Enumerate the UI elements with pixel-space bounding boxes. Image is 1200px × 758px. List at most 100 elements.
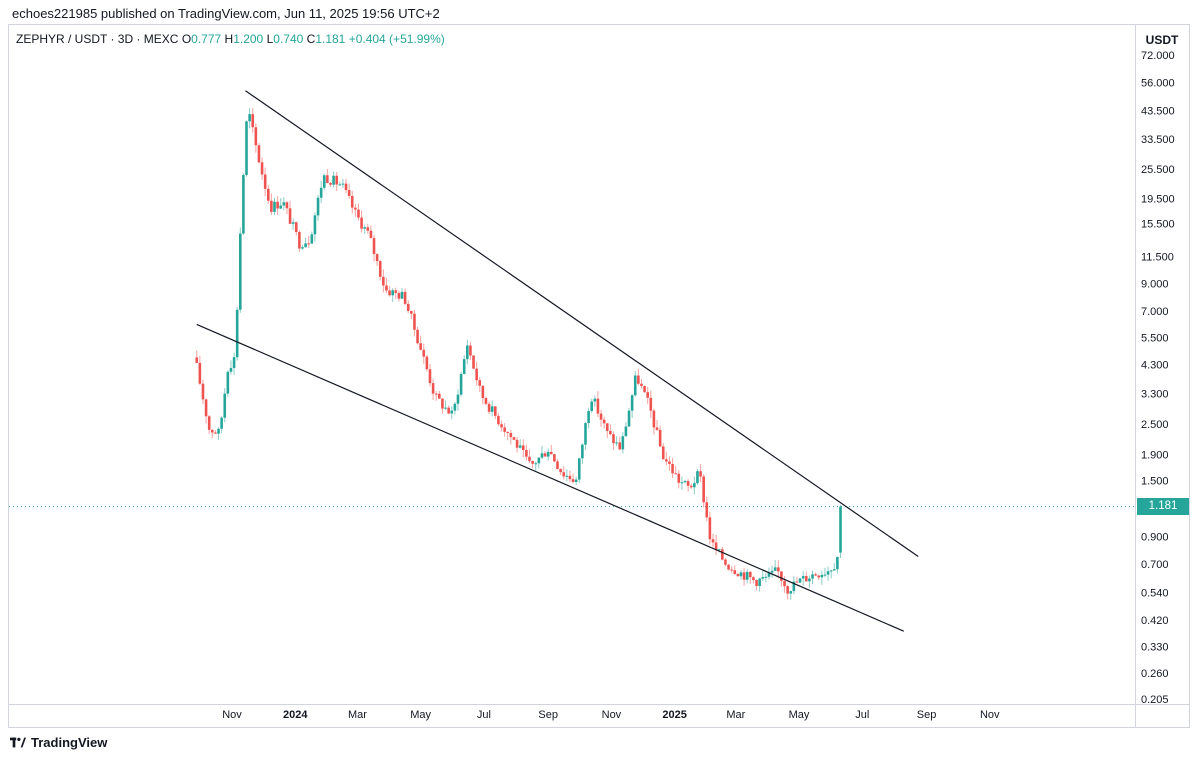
candle-body: [403, 291, 407, 304]
time-tick-label: 2025: [662, 709, 686, 721]
candle-body: [808, 578, 811, 582]
candle: [739, 570, 743, 580]
price-tick-label: 0.700: [1141, 559, 1169, 571]
candle-body: [257, 145, 261, 163]
candle: [724, 558, 727, 567]
candle-body: [758, 578, 761, 587]
candle: [780, 571, 783, 587]
candle-body: [494, 406, 497, 416]
candle-body: [577, 458, 581, 480]
candle-body: [671, 464, 674, 474]
candle: [708, 511, 712, 545]
candle: [693, 476, 696, 495]
currency-unit-button[interactable]: USDT: [1145, 33, 1179, 47]
candle-body: [360, 217, 363, 229]
candle: [801, 571, 805, 586]
candle: [680, 476, 684, 490]
candle-body: [745, 571, 749, 580]
candle-body: [363, 227, 366, 229]
price-tick-label: 11.500: [1141, 252, 1174, 264]
candle-body: [677, 473, 681, 483]
candle: [568, 470, 572, 483]
candle-body: [612, 434, 615, 444]
candle-body: [425, 356, 429, 370]
trendline-lower[interactable]: [196, 323, 904, 632]
candle: [792, 575, 796, 595]
candle-body: [248, 114, 251, 122]
candle-body: [730, 569, 733, 571]
candle: [198, 355, 202, 385]
candle: [605, 423, 609, 439]
candle-body: [475, 368, 478, 381]
candle: [416, 326, 419, 345]
candle: [767, 567, 771, 580]
candle-body: [714, 542, 718, 550]
candle-body: [431, 383, 435, 394]
price-tick-label: 9.000: [1141, 278, 1169, 290]
candle-body: [562, 472, 566, 477]
trendline-upper[interactable]: [245, 90, 919, 557]
candle-body: [736, 573, 740, 577]
candle: [481, 385, 485, 405]
candle: [658, 425, 662, 447]
candle-body: [490, 406, 494, 412]
candle: [590, 398, 594, 413]
candle: [301, 244, 304, 250]
candle-body: [749, 571, 752, 578]
candle: [581, 443, 584, 464]
candle-body: [531, 460, 534, 464]
candle-body: [372, 238, 376, 255]
candle-body: [621, 436, 625, 450]
candle: [453, 401, 457, 415]
candle-body: [254, 127, 258, 146]
price-tick-label: 1.500: [1141, 475, 1169, 487]
candle-body: [605, 423, 609, 431]
candle-body: [366, 227, 370, 231]
candle-body: [699, 471, 702, 477]
candle: [388, 285, 391, 297]
candle: [839, 504, 842, 558]
candle: [503, 423, 506, 437]
candle: [204, 398, 208, 424]
candle: [232, 352, 236, 375]
candle-body: [385, 285, 388, 291]
candle: [758, 577, 761, 592]
candle: [357, 203, 360, 221]
time-tick-label: May: [410, 709, 431, 721]
time-tick-label: 2024: [283, 709, 308, 721]
candle: [238, 227, 242, 313]
price-tick-label: 0.330: [1141, 642, 1169, 654]
candle-body: [655, 427, 659, 430]
candle: [282, 197, 286, 211]
candle: [627, 408, 631, 427]
candle-body: [273, 201, 276, 212]
open-label: O: [181, 32, 192, 46]
candle-body: [481, 385, 485, 399]
candle-body: [767, 572, 771, 577]
candle-body: [282, 202, 286, 206]
candle: [637, 368, 640, 386]
price-tick-label: 25.500: [1141, 164, 1175, 176]
candle: [798, 577, 802, 584]
candle-body: [711, 539, 715, 543]
price-tick-label: 19.500: [1141, 194, 1175, 206]
candle: [630, 393, 634, 419]
candle: [773, 560, 777, 572]
candle: [294, 221, 298, 236]
candle: [350, 190, 354, 214]
candle: [509, 429, 513, 445]
candle: [674, 465, 677, 475]
candle: [394, 287, 398, 299]
tradingview-logo[interactable]: TradingView: [10, 735, 107, 750]
candle: [699, 464, 702, 482]
candle: [683, 479, 687, 484]
candle-body: [814, 574, 817, 576]
candle-body: [285, 202, 289, 209]
candle-body: [658, 429, 662, 447]
candle: [403, 288, 407, 306]
candle: [316, 194, 320, 221]
candle: [646, 386, 649, 405]
candle: [456, 389, 460, 411]
candle: [820, 570, 824, 585]
